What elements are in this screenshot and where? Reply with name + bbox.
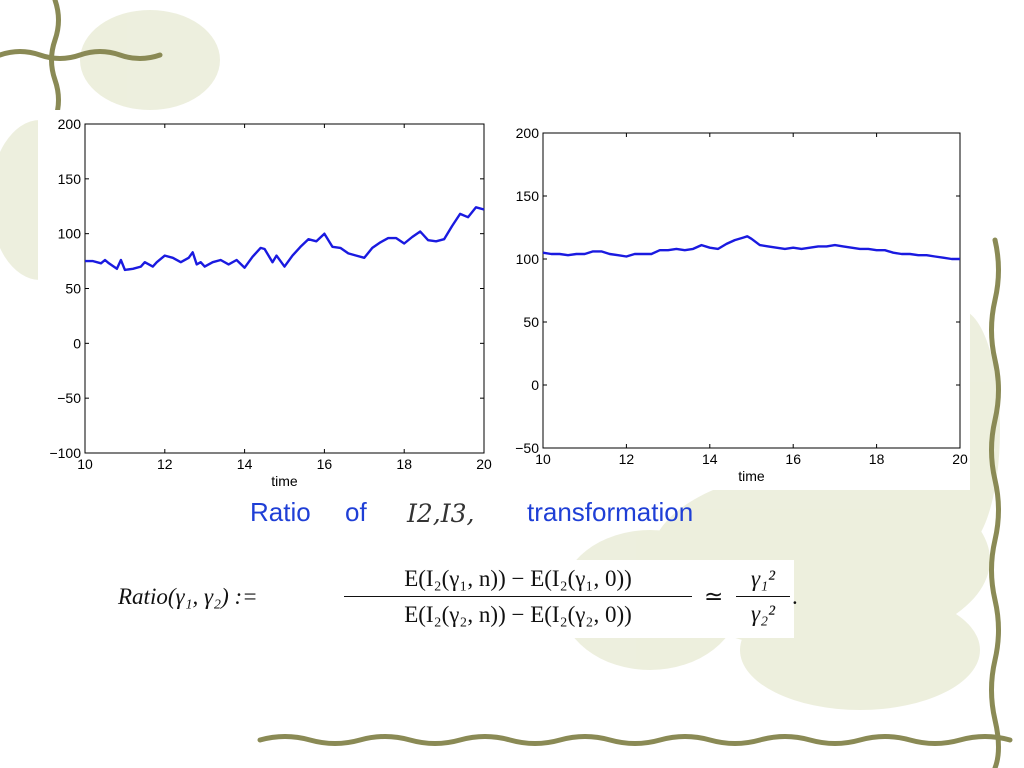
y-tick-label: 150 — [516, 188, 540, 204]
x-tick-label: 20 — [952, 451, 968, 467]
formula-main-fraction: E(I₂(γ₁, n)) − E(I₂(γ₁, 0)) E(I₂(γ₂, n))… — [342, 562, 694, 631]
x-tick-label: 14 — [702, 451, 718, 467]
formula-rhs-denominator: γ₂² — [751, 601, 775, 626]
y-tick-label: 200 — [58, 116, 82, 132]
chart-right-svg: 10 12 14 16 18 20 −50 0 50 100 150 200 time — [515, 125, 968, 484]
x-tick-label: 12 — [157, 456, 173, 472]
x-axis-label: time — [738, 468, 765, 484]
formula-rhs-fraction: γ₁² γ₂² — [736, 562, 790, 631]
x-axis-label: time — [271, 473, 298, 489]
formula-denominator: E(I₂(γ₂, n)) − E(I₂(γ₂, 0)) — [404, 602, 632, 627]
x-tick-label: 20 — [476, 456, 492, 472]
caption-ratio: Ratio — [250, 497, 311, 527]
plot-area — [84, 123, 485, 454]
chart-left: 10 12 14 16 18 20 −100 −50 0 50 100 150 200 time — [38, 110, 498, 500]
y-tick-label: 50 — [523, 314, 539, 330]
x-tick-label: 10 — [77, 456, 93, 472]
x-tick-label: 16 — [317, 456, 333, 472]
y-tick-label: −50 — [515, 440, 539, 456]
caption-transformation: transformation — [527, 497, 694, 527]
y-tick-label: 0 — [531, 377, 539, 393]
y-tick-label: 100 — [516, 251, 540, 267]
y-tick-label: 0 — [73, 335, 81, 351]
formula-numerator: E(I₂(γ₁, n)) − E(I₂(γ₁, 0)) — [404, 566, 632, 591]
chart-right: 10 12 14 16 18 20 −50 0 50 100 150 200 time — [505, 118, 970, 490]
x-tick-label: 18 — [396, 456, 412, 472]
fraction-bar — [736, 596, 790, 597]
y-tick-label: 100 — [58, 226, 82, 242]
x-tick-label: 16 — [785, 451, 801, 467]
y-tick-label: 50 — [65, 281, 81, 297]
fraction-bar — [344, 596, 692, 597]
formula-rhs-numerator: γ₁² — [751, 566, 775, 591]
x-tick-label: 10 — [535, 451, 551, 467]
series-line — [542, 235, 960, 261]
y-tick-label: −50 — [57, 390, 81, 406]
caption-of: of — [345, 497, 367, 527]
x-tick-label: 14 — [237, 456, 253, 472]
formula-trailing: . — [792, 584, 798, 609]
caption-math: I2,I3, — [407, 499, 475, 528]
y-tick-label: 150 — [58, 171, 82, 187]
formula-approx-sign: ≃ — [704, 584, 724, 609]
series-line — [85, 206, 485, 272]
y-tick-label: 200 — [516, 125, 540, 141]
x-tick-label: 12 — [619, 451, 635, 467]
formula-lhs: Ratio(γ₁, γ₂) := — [118, 584, 258, 609]
y-tick-label: −100 — [49, 445, 81, 461]
plot-area — [542, 132, 961, 449]
chart-left-svg: 10 12 14 16 18 20 −100 −50 0 50 100 150 200 time — [49, 116, 492, 489]
x-tick-label: 18 — [869, 451, 885, 467]
ratio-formula: Ratio(γ₁, γ₂) := E(I₂(γ₁, n)) − E(I₂(γ₁,… — [112, 560, 798, 638]
